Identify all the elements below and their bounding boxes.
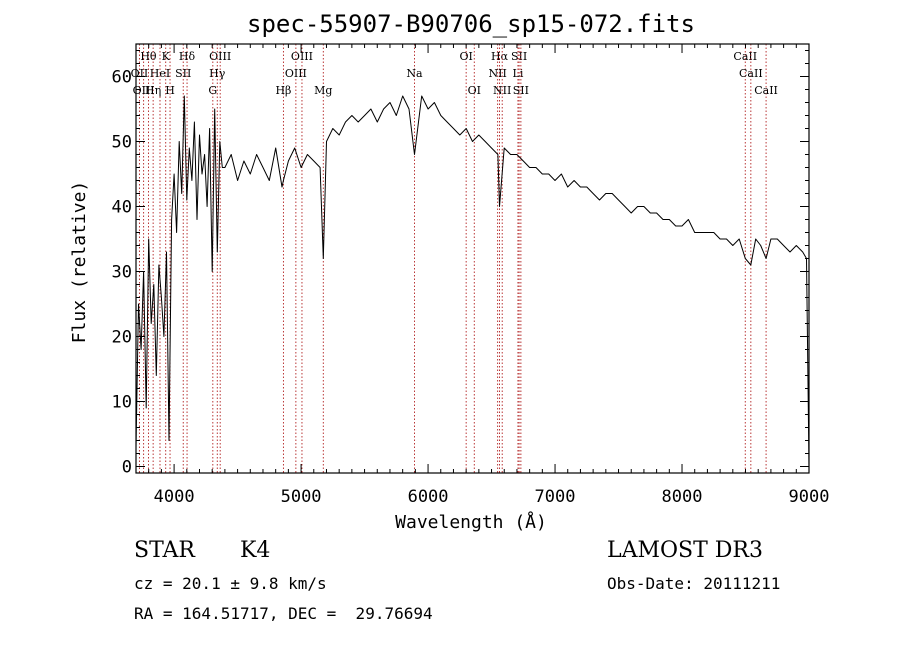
x-tick-label: 9000 [789,487,830,507]
x-tick-label: 8000 [662,487,703,507]
x-tick-label: 6000 [408,487,449,507]
marker-label: OI [468,84,481,97]
object-class: STAR [134,538,195,563]
chart-title: spec-55907-B90706_sp15-072.fits [247,10,695,38]
coordinates-text: RA = 164.51717, DEC = 29.76694 [134,604,433,623]
marker-label: Hδ [179,50,196,63]
y-tick-label: 50 [112,133,132,153]
y-tick-label: 30 [112,263,132,283]
marker-label: CaII [754,84,778,97]
marker-label: Mg [314,84,332,97]
spectrum-line-0 [135,95,810,467]
marker-label: Hβ [275,84,291,97]
x-tick-label: 7000 [535,487,576,507]
marker-label: SII [175,67,191,80]
marker-label: HeI [150,67,170,80]
spectral-subclass: K4 [240,538,271,563]
plot-frame [135,43,810,474]
obs-date-text: Obs-Date: 20111211 [607,574,781,593]
marker-label: NII [488,67,506,80]
marker-label: CaII [739,67,763,80]
marker-label: SII [513,84,529,97]
marker-label: Na [406,67,423,80]
marker-label: OIII [285,67,307,80]
spectrum-series [135,95,810,467]
marker-label: OI [459,50,472,63]
marker-label: Hγ [209,67,226,80]
x-axis-label: Wavelength (Å) [395,511,547,533]
marker-label: NII [493,84,511,97]
marker-label: OIII [291,50,313,63]
marker-label: H [165,84,175,97]
y-tick-label: 10 [112,393,132,413]
y-tick-label: 0 [122,458,132,478]
axis-ticks: 4000 5000 6000 7000 8000 9000 0 10 20 30 40 50 60 [112,44,830,507]
y-tick-label: 40 [112,198,132,218]
marker-label: K [162,50,171,63]
marker-label: Li [513,67,524,80]
marker-label: CaII [733,50,757,63]
x-tick-label: 4000 [154,487,195,507]
y-axis-label: Flux (relative) [69,181,90,344]
marker-label: Hθ [140,50,157,63]
marker-label: OII [131,67,149,80]
x-tick-label: 5000 [281,487,322,507]
marker-label: Hα [491,50,509,63]
survey-label: LAMOST DR3 [607,538,763,563]
y-tick-label: 60 [112,68,132,88]
y-tick-label: 20 [112,328,132,348]
marker-label: G [208,84,217,97]
spectrum-chart: spec-55907-B90706_sp15-072.fits Hθ K Hδ OII… [69,10,830,533]
marker-label: OIII [133,84,155,97]
redshift-text: cz = 20.1 ± 9.8 km/s [134,574,327,593]
marker-label: Hη [145,84,161,97]
marker-label: OIII [209,50,231,63]
marker-label: SII [511,50,527,63]
